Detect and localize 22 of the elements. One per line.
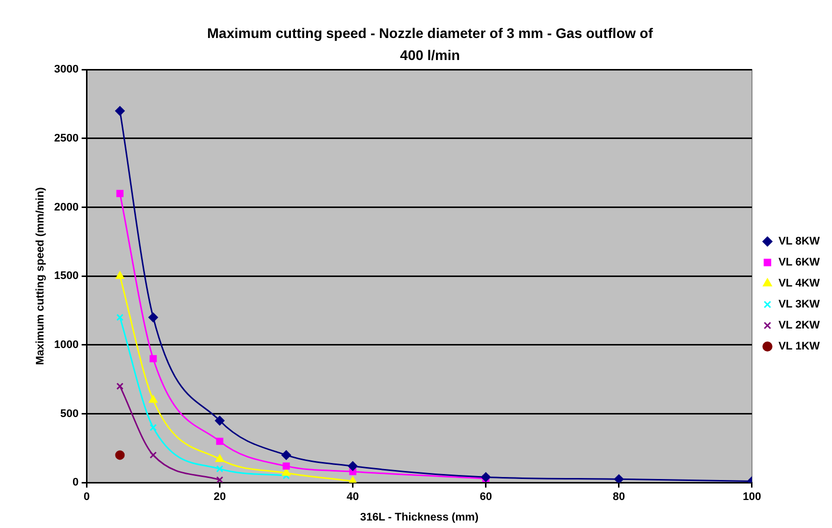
x-axis-title: 316L - Thickness (mm): [360, 511, 479, 524]
legend-label: VL 3KW: [778, 298, 820, 311]
y-tick-label: 2500: [54, 132, 79, 144]
legend-label: VL 8KW: [778, 236, 820, 248]
x-tick-label: 100: [742, 491, 762, 504]
y-tick-label: 1000: [54, 338, 79, 351]
x-tick-label: 0: [84, 491, 90, 504]
y-tick-label: 0: [72, 476, 79, 489]
legend-label: VL 2KW: [778, 320, 820, 332]
y-axis-title: Maximum cutting speed (mm/min): [34, 186, 47, 366]
chart-title: Maximum cutting speed - Nozzle diameter of 3 mm - Gas outflow of 400 l/min: [206, 24, 654, 65]
y-tick-label: 3000: [54, 64, 79, 76]
x-tick-label: 80: [612, 491, 626, 504]
y-tick-label: 2000: [54, 201, 79, 214]
y-tick-label: 500: [60, 408, 79, 420]
x-tick-label: 60: [480, 491, 492, 504]
legend-label: VL 4KW: [778, 278, 820, 290]
x-tick-label: 20: [214, 491, 226, 504]
legend-label: VL 6KW: [778, 256, 820, 269]
x-tick-label: 40: [346, 491, 359, 504]
y-tick-label: 1500: [54, 270, 79, 282]
legend-label: VL 1KW: [778, 340, 820, 353]
